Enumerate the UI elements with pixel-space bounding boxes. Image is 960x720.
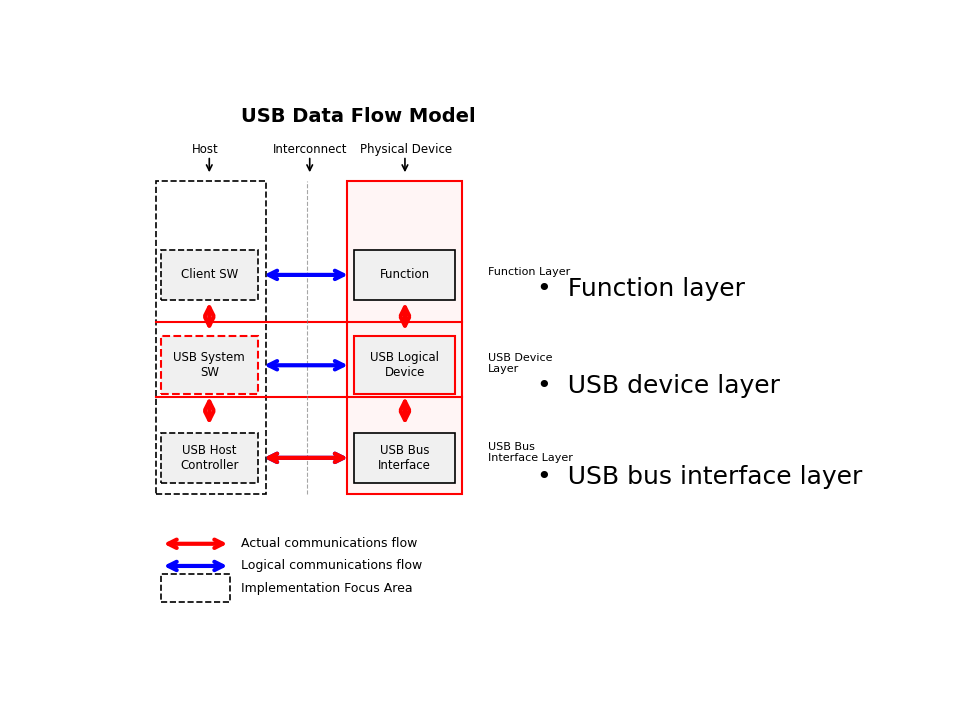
Text: USB Bus
Interface: USB Bus Interface [378, 444, 431, 472]
Text: USB Data Flow Model: USB Data Flow Model [241, 107, 475, 127]
Text: Interconnect: Interconnect [273, 143, 347, 156]
FancyBboxPatch shape [354, 250, 455, 300]
FancyBboxPatch shape [354, 336, 455, 394]
Text: Function: Function [379, 269, 430, 282]
Text: USB Host
Controller: USB Host Controller [180, 444, 238, 472]
Text: USB System
SW: USB System SW [174, 351, 245, 379]
Text: Function Layer: Function Layer [489, 267, 570, 277]
Text: USB Logical
Device: USB Logical Device [370, 351, 439, 379]
FancyBboxPatch shape [347, 181, 462, 494]
Text: Actual communications flow: Actual communications flow [241, 537, 417, 550]
Text: •  Function layer: • Function layer [537, 276, 745, 301]
Text: Implementation Focus Area: Implementation Focus Area [241, 582, 412, 595]
Text: Host: Host [192, 143, 219, 156]
Text: Client SW: Client SW [180, 269, 238, 282]
FancyBboxPatch shape [161, 250, 257, 300]
Text: •  USB bus interface layer: • USB bus interface layer [537, 465, 862, 490]
Text: USB Bus
Interface Layer: USB Bus Interface Layer [489, 441, 573, 463]
FancyBboxPatch shape [354, 433, 455, 483]
Text: •  USB device layer: • USB device layer [537, 374, 780, 397]
FancyBboxPatch shape [161, 336, 257, 394]
Text: USB Device
Layer: USB Device Layer [489, 353, 553, 374]
FancyBboxPatch shape [161, 433, 257, 483]
Text: Logical communications flow: Logical communications flow [241, 559, 421, 572]
Text: Physical Device: Physical Device [360, 143, 452, 156]
